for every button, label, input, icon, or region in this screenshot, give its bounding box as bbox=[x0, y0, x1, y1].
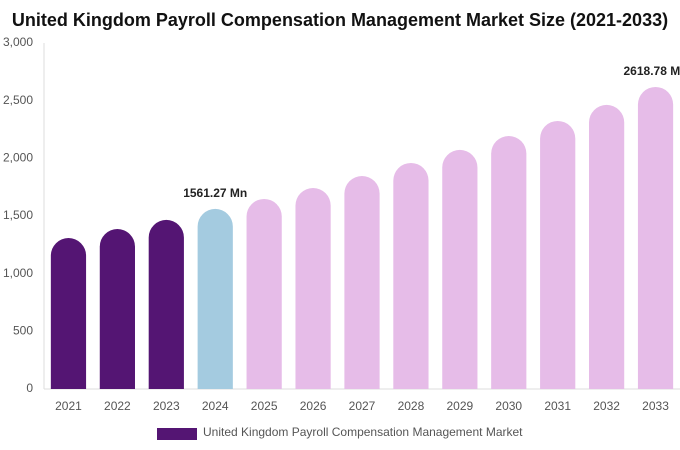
bar bbox=[148, 219, 184, 389]
x-tick-label: 2030 bbox=[495, 399, 522, 413]
x-tick-label: 2022 bbox=[104, 399, 131, 413]
bar bbox=[540, 120, 576, 389]
bar bbox=[637, 86, 674, 389]
y-tick-label: 0 bbox=[26, 381, 33, 395]
legend-label: United Kingdom Payroll Compensation Mana… bbox=[203, 425, 523, 439]
bar bbox=[246, 198, 282, 389]
bar bbox=[344, 175, 380, 389]
bar bbox=[295, 187, 331, 389]
bar bbox=[197, 208, 233, 389]
bar bbox=[491, 135, 527, 389]
bar bbox=[50, 238, 87, 389]
x-tick-label: 2033 bbox=[642, 399, 669, 413]
legend-swatch bbox=[157, 428, 197, 440]
x-tick-label: 2026 bbox=[300, 399, 327, 413]
x-tick-label: 2031 bbox=[544, 399, 571, 413]
x-tick-label: 2028 bbox=[398, 399, 425, 413]
bar bbox=[99, 229, 135, 389]
x-tick-label: 2029 bbox=[446, 399, 473, 413]
value-label: 1561.27 Mn bbox=[183, 186, 247, 200]
x-tick-label: 2021 bbox=[55, 399, 82, 413]
y-tick-label: 1,500 bbox=[3, 208, 33, 222]
bar bbox=[393, 162, 429, 389]
y-tick-label: 500 bbox=[13, 324, 33, 338]
y-tick-label: 2,000 bbox=[3, 151, 33, 165]
x-tick-label: 2024 bbox=[202, 399, 229, 413]
bar bbox=[589, 104, 625, 390]
y-tick-label: 3,000 bbox=[3, 35, 33, 49]
x-tick-label: 2025 bbox=[251, 399, 278, 413]
value-label: 2618.78 Mn bbox=[624, 64, 680, 78]
x-tick-label: 2023 bbox=[153, 399, 180, 413]
x-tick-label: 2032 bbox=[593, 399, 620, 413]
x-tick-label: 2027 bbox=[349, 399, 376, 413]
bar bbox=[442, 149, 478, 389]
y-tick-label: 2,500 bbox=[3, 93, 33, 107]
chart-title: United Kingdom Payroll Compensation Mana… bbox=[12, 10, 668, 30]
y-tick-label: 1,000 bbox=[3, 266, 33, 280]
